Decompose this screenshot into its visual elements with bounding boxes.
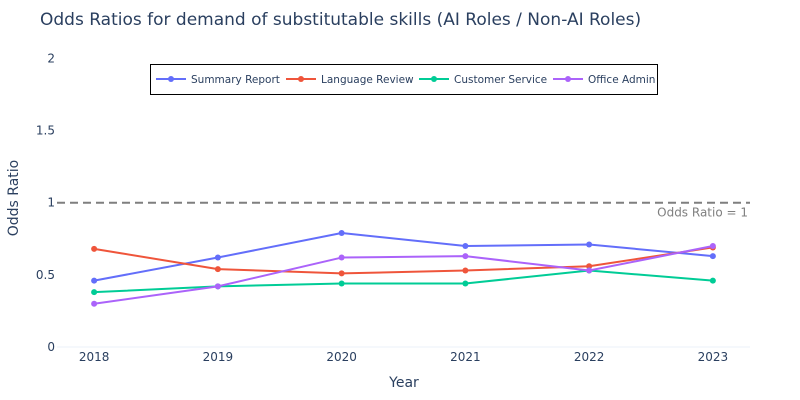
legend-item-summary-report[interactable]: Summary Report — [156, 74, 280, 86]
legend-item-office-admin[interactable]: Office Admin — [553, 74, 655, 86]
reference-line-label: Odds Ratio = 1 — [657, 206, 748, 220]
legend-item-language-review[interactable]: Language Review — [286, 74, 414, 86]
data-point — [91, 245, 98, 252]
data-point — [709, 277, 716, 284]
data-point — [338, 254, 345, 261]
data-point — [338, 280, 345, 287]
x-tick-label: 2019 — [203, 350, 234, 364]
legend-label: Summary Report — [191, 74, 280, 86]
x-tick-label: 2023 — [698, 350, 729, 364]
data-point — [462, 243, 469, 249]
data-point — [214, 283, 221, 290]
reference-line-group: Odds Ratio = 1 — [57, 201, 750, 220]
data-point — [91, 277, 98, 284]
data-point — [91, 289, 98, 296]
series-office-admin — [91, 243, 716, 307]
axes: 2018 2019 2020 2021 2022 2023 0 0.5 1 1.5 2 — [36, 51, 750, 364]
legend-label: Office Admin — [588, 74, 655, 86]
series-line — [93, 232, 713, 282]
data-point — [462, 280, 469, 287]
data-point — [709, 253, 716, 260]
data-point — [91, 300, 98, 307]
series-summary-report — [91, 230, 716, 284]
series-language-review — [91, 244, 716, 277]
series-line — [93, 246, 714, 275]
y-axis-title: Odds Ratio — [6, 160, 22, 236]
series-line — [94, 269, 713, 294]
x-tick-label: 2021 — [450, 350, 481, 364]
y-tick-label: 0 — [47, 340, 55, 354]
chart-title: Odds Ratios for demand of substitutable … — [40, 10, 641, 30]
data-point — [709, 243, 716, 249]
data-point — [586, 267, 593, 274]
series-line — [93, 245, 714, 305]
data-point — [586, 263, 593, 270]
x-tick-label: 2022 — [574, 350, 605, 364]
y-tick-label: 1.5 — [36, 124, 55, 138]
data-point — [462, 267, 469, 274]
legend-swatch-marker — [431, 76, 437, 82]
series-group — [91, 230, 716, 307]
legend-swatch-marker — [298, 76, 304, 82]
legend-swatch-marker — [565, 76, 571, 82]
y-tick-label: 0.5 — [36, 268, 55, 282]
legend-label: Customer Service — [454, 74, 547, 86]
y-tick-label: 1 — [47, 196, 55, 210]
x-tick-label: 2018 — [79, 350, 110, 364]
data-point — [462, 253, 469, 260]
x-tick-label: 2020 — [326, 350, 357, 364]
data-point — [338, 270, 345, 277]
legend[interactable]: Summary Report Language Review Customer Se… — [150, 64, 658, 95]
data-point — [586, 241, 593, 248]
legend-swatch-marker — [168, 76, 174, 82]
data-point — [338, 230, 345, 237]
data-point — [214, 266, 221, 273]
x-axis-title: Year — [388, 375, 419, 391]
y-tick-label: 2 — [47, 51, 55, 65]
legend-item-customer-service[interactable]: Customer Service — [419, 74, 547, 86]
data-point — [214, 254, 221, 261]
legend-label: Language Review — [321, 74, 414, 86]
